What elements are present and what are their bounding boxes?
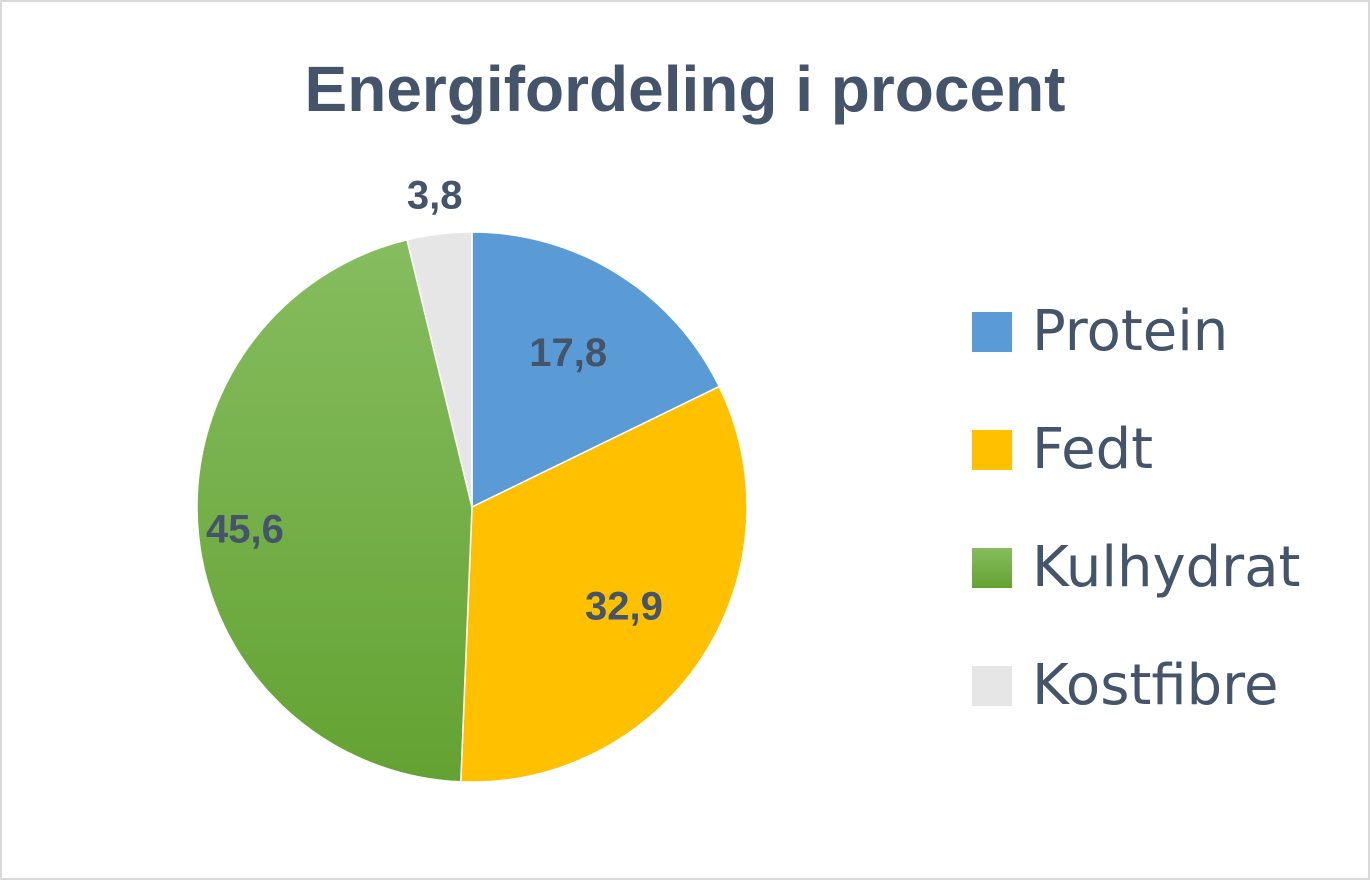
legend-label-fedt: Fedt [1032, 417, 1154, 482]
pie-slice-protein [471, 231, 721, 509]
legend-swatch-protein [972, 312, 1012, 352]
chart-title: Energifordeling i procent [304, 53, 1066, 125]
legend-swatch-fedt [972, 430, 1012, 470]
legend-swatch-kostfibre [972, 666, 1012, 706]
pie-slice-kulhydrat [196, 238, 473, 783]
data-label-protein: 17,8 [529, 331, 607, 375]
pie-slice-kostfibre [406, 231, 473, 508]
pie-slice-fedt [459, 385, 748, 783]
legend-label-kulhydrat: Kulhydrat [1032, 535, 1301, 600]
legend-swatch-kulhydrat [972, 548, 1012, 588]
legend-label-protein: Protein [1032, 299, 1229, 364]
legend-label-kostfibre: Kostfibre [1032, 653, 1279, 718]
data-label-kulhydrat: 45,6 [206, 508, 284, 552]
data-label-fedt: 32,9 [585, 584, 663, 628]
data-label-kostfibre: 3,8 [407, 174, 463, 218]
